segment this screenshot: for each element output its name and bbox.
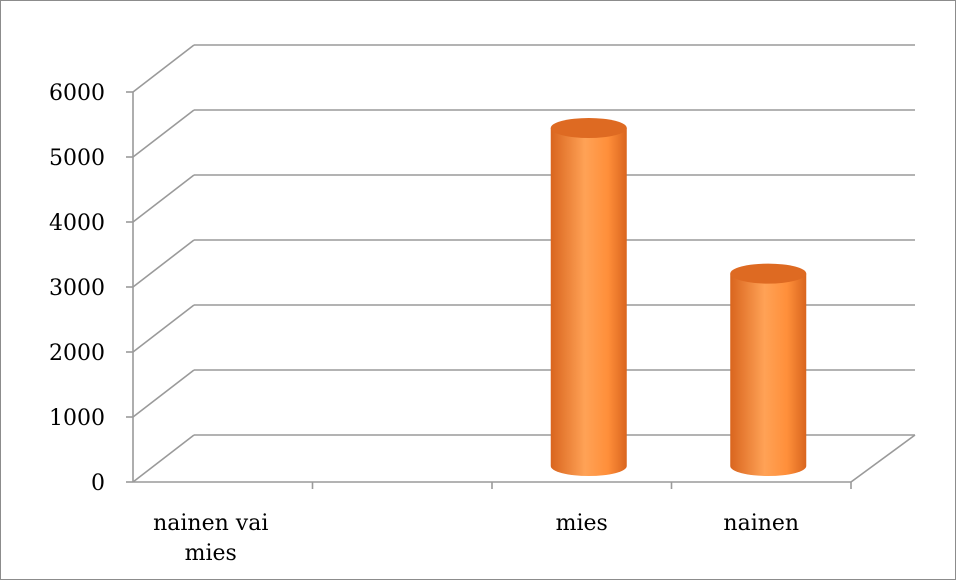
gridline-side-6000 [132, 44, 195, 93]
label-layer: 0 1000 2000 3000 4000 5000 6000 nainen vai mies m… [49, 81, 799, 566]
x-category-label: mies [556, 511, 608, 536]
gridline-side-3000 [132, 239, 195, 288]
axis-layer [126, 91, 852, 489]
bar-top [730, 263, 807, 284]
y-tick-label: 4000 [49, 211, 105, 236]
gridline-side-0 [132, 434, 195, 483]
gridline-side-1000 [132, 369, 195, 418]
y-tick-label: 1000 [49, 406, 105, 431]
bar-top [550, 118, 627, 138]
bar-nainen [730, 263, 807, 476]
x-category-label: nainen [723, 511, 799, 536]
gridline-side-2000 [132, 304, 195, 353]
bar-layer [550, 118, 807, 476]
y-tick-label: 2000 [49, 341, 105, 366]
y-tick-label: 6000 [49, 81, 105, 106]
gridline-side-4000 [132, 174, 195, 223]
y-tick-label: 0 [91, 471, 105, 496]
y-tick-label: 3000 [49, 276, 105, 301]
x-category-label: mies [185, 541, 237, 566]
y-tick-label: 5000 [49, 146, 105, 171]
x-category-label: nainen vai [153, 511, 268, 536]
bar-mies [550, 118, 627, 476]
bar-body [550, 128, 627, 476]
gridline-side-5000 [132, 109, 195, 158]
floor-right-edge [850, 434, 916, 483]
bar-body [730, 273, 807, 476]
